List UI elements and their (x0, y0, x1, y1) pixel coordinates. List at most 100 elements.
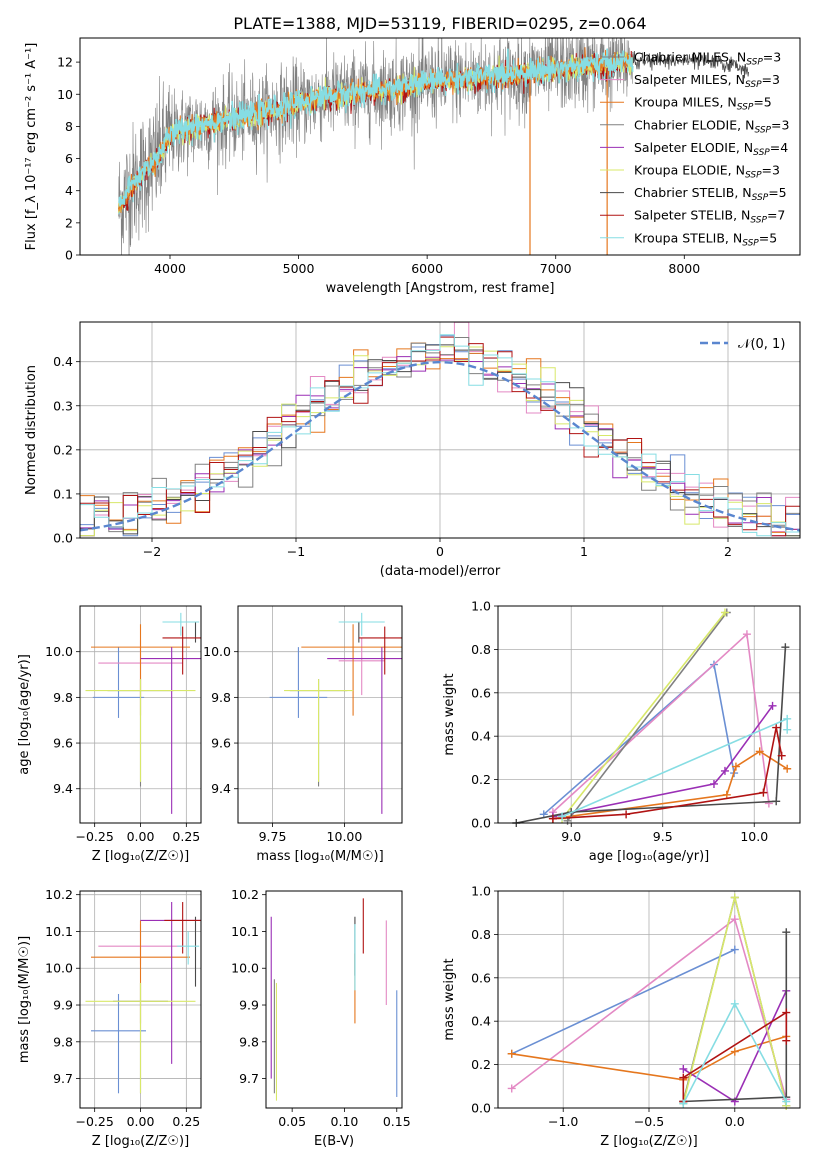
mass-weight-marker (507, 1049, 516, 1058)
y-tick-label: 9.4 (53, 781, 73, 796)
mass-weight-marker (679, 1099, 688, 1108)
y-tick-label: 9.4 (211, 781, 231, 796)
x-tick-label: 9.75 (259, 829, 287, 844)
y-tick-label: 10.1 (231, 924, 259, 939)
legend-label: Salpeter ELODIE, NSSP=4 (634, 140, 788, 158)
mass-weight-line (561, 612, 726, 820)
y-tick-label: 10.0 (45, 961, 73, 976)
age-massweight-panel: 9.0 9.5 10.0 0.0 0.2 0.4 0.6 0.8 1.0 age [log₁₀(a… (442, 599, 801, 864)
z-massweight-panel: −1.0 −0.5 0.0 0.0 0.2 0.4 0.6 0.8 1.0 Z [log₁₀(Z/… (442, 884, 801, 1149)
mass-weight-line (511, 948, 736, 1055)
mass-weight-marker (722, 790, 731, 799)
legend-label: Salpeter STELIB, NSSP=7 (634, 208, 785, 226)
mass-weight-marker (783, 764, 792, 773)
y-tick-label: 0.6 (471, 970, 491, 985)
mass-weight-marker (709, 779, 718, 788)
x-axis-label: E(B-V) (314, 1134, 354, 1149)
x-tick-label: −2 (143, 544, 161, 559)
x-tick-label: 9.5 (653, 829, 673, 844)
y-tick-label: 10.0 (203, 644, 231, 659)
y-tick-label: 10.0 (45, 644, 73, 659)
y-tick-label: 0.0 (471, 816, 491, 831)
x-tick-label: 0.00 (127, 1114, 155, 1129)
x-tick-label: 0 (436, 544, 444, 559)
y-tick-label: 0.8 (471, 642, 491, 657)
x-tick-label: −1 (287, 544, 305, 559)
x-tick-label: 0.25 (172, 829, 200, 844)
y-tick-label: 10.0 (231, 961, 259, 976)
residuals-panel: −2 −1 0 1 2 0.0 0.1 0.2 0.3 0.4 (data-model)/error… (24, 321, 801, 579)
legend-label: Kroupa ELODIE, NSSP=3 (634, 163, 780, 181)
x-tick-label: 4000 (154, 261, 186, 276)
mass-weight-marker (720, 766, 729, 775)
mass-weight-marker (759, 788, 768, 797)
x-tick-label: 0.10 (331, 1114, 359, 1129)
y-tick-label: 10.2 (231, 887, 259, 902)
x-tick-label: 8000 (668, 261, 700, 276)
legend-label: 𝒩(0, 1) (738, 337, 785, 352)
y-tick-label: 9.9 (239, 998, 259, 1013)
y-tick-label: 10.1 (45, 924, 73, 939)
mass-weight-marker (781, 643, 790, 652)
mass-weight-marker (731, 762, 740, 771)
mass-weight-marker (622, 810, 631, 819)
mass-weight-marker (558, 812, 567, 821)
mass-weight-marker (679, 1064, 688, 1073)
x-tick-label: −1.0 (548, 1114, 578, 1129)
y-axis-label: mass weight (442, 673, 457, 755)
x-axis-label: Z [log₁₀(Z/Z☉)] (600, 1134, 697, 1149)
mass-weight-marker (764, 799, 773, 808)
axes-frame (265, 890, 403, 1109)
y-tick-label: 8 (65, 119, 73, 134)
mass-weight-marker (768, 701, 777, 710)
mass-weight-marker (782, 1008, 791, 1017)
y-tick-label: 0.4 (471, 1014, 491, 1029)
mass-weight-line (552, 632, 770, 813)
y-tick-label: 9.7 (53, 1071, 73, 1086)
x-tick-label: 0.00 (127, 829, 155, 844)
legend-label: Chabrier MILES, NSSP=3 (634, 50, 781, 68)
y-tick-label: 0.0 (53, 531, 73, 546)
figure-title: PLATE=1388, MJD=53119, FIBERID=0295, z=0… (233, 14, 646, 33)
y-tick-label: 10 (57, 87, 73, 102)
mass-weight-marker (783, 725, 792, 734)
mass-weight-marker (730, 945, 739, 954)
mass-weight-line (552, 705, 774, 818)
y-axis-label: Flux [f_λ 10⁻¹⁷ erg cm⁻² s⁻¹ A⁻¹] (24, 43, 39, 251)
y-tick-label: 9.8 (239, 1034, 259, 1049)
y-tick-label: 9.7 (239, 1071, 259, 1086)
spectrum-panel: 4000 5000 6000 7000 8000 0 2 4 6 8 10 12 wavelength … (24, 37, 801, 296)
y-tick-label: 0.3 (53, 398, 73, 413)
mass-weight-marker (782, 1036, 791, 1045)
mass-weight-line (543, 663, 735, 815)
y-axis-label: mass weight (442, 958, 457, 1040)
ebv-mass-panel: 0.05 0.10 0.15 9.7 9.8 9.9 10.0 10.1 10.2 E(B-V) (231, 887, 411, 1149)
y-axis-label: Normed distribution (24, 365, 39, 495)
x-tick-label: 7000 (540, 261, 572, 276)
observed-spectrum-line (118, 38, 633, 255)
y-tick-label: 0.2 (53, 442, 73, 457)
legend-label: Kroupa MILES, NSSP=5 (634, 95, 772, 113)
y-tick-label: 4 (65, 183, 73, 198)
y-tick-label: 0.4 (53, 354, 73, 369)
y-tick-label: 9.8 (211, 690, 231, 705)
legend-label: Chabrier STELIB, NSSP=5 (634, 185, 787, 203)
y-tick-label: 0.2 (471, 1057, 491, 1072)
axes-frame (497, 605, 801, 824)
x-axis-label: Z [log₁₀(Z/Z☉)] (92, 1134, 189, 1149)
mass-weight-marker (548, 814, 557, 823)
x-tick-label: −0.25 (76, 1114, 114, 1129)
y-axis-label: mass [log₁₀(M/M☉)] (17, 936, 32, 1063)
y-tick-label: 10.2 (45, 887, 73, 902)
gaussian-reference-line (80, 360, 800, 532)
mass-weight-marker (772, 723, 781, 732)
residual-histogram (80, 334, 800, 538)
mass-weight-marker (782, 928, 791, 937)
x-tick-label: 0.05 (278, 1114, 306, 1129)
mass-weight-line (566, 612, 728, 822)
y-tick-label: 6 (65, 151, 73, 166)
axes-frame (79, 37, 801, 256)
x-tick-label: −0.25 (76, 829, 114, 844)
x-tick-label: 0.25 (172, 1114, 200, 1129)
y-axis-label: age [log₁₀(age/yr)] (17, 654, 32, 775)
